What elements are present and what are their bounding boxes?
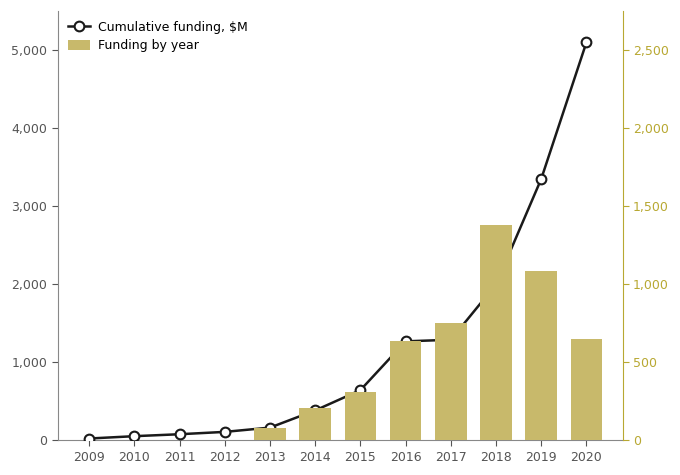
Bar xyxy=(254,428,286,440)
Bar xyxy=(480,225,512,440)
Legend: Cumulative funding, $M, Funding by year: Cumulative funding, $M, Funding by year xyxy=(64,18,251,56)
Bar xyxy=(526,271,557,440)
Bar xyxy=(435,323,466,440)
Bar xyxy=(390,341,422,440)
Bar xyxy=(345,392,376,440)
Bar xyxy=(299,408,331,440)
Bar xyxy=(571,339,602,440)
